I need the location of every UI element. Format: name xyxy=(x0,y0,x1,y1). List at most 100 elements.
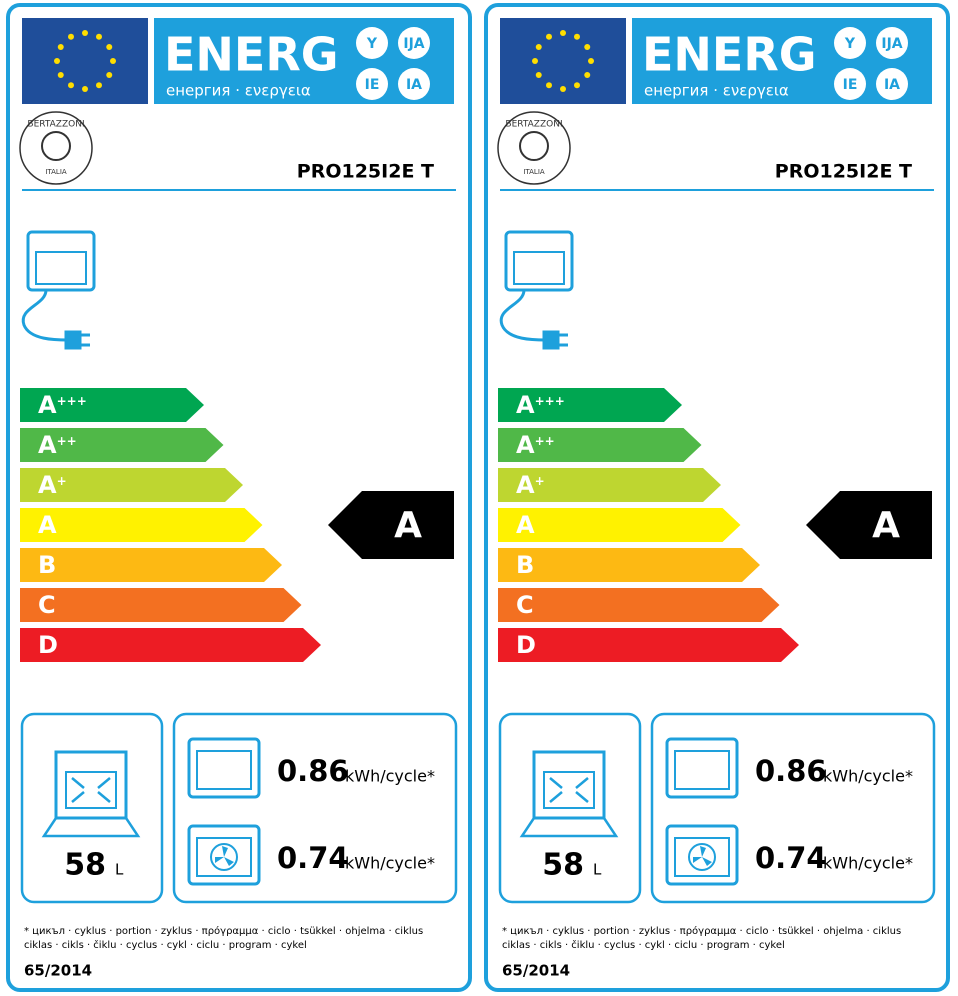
flag-star xyxy=(560,30,566,36)
brand-sub: ITALIA xyxy=(45,168,67,176)
flag-star xyxy=(535,72,542,78)
oven-icon xyxy=(504,230,574,292)
class-sup: + xyxy=(535,474,545,488)
class-letter: A xyxy=(516,511,535,539)
flag-star xyxy=(106,44,113,50)
flag-star xyxy=(96,82,102,89)
volume-unit: L xyxy=(115,861,124,879)
energy-subtitle: енергия · ενεργεια xyxy=(644,82,789,100)
class-label: B xyxy=(516,551,534,579)
language-bubble xyxy=(876,68,908,100)
brand-sub: ITALIA xyxy=(523,168,545,176)
fan-icon xyxy=(688,843,716,871)
volume-value: 58 xyxy=(542,848,584,883)
regulation: 65/2014 xyxy=(24,962,92,980)
class-letter: A xyxy=(38,391,57,419)
flag-star xyxy=(535,44,542,50)
oven-icon xyxy=(543,771,595,809)
flag-star xyxy=(574,33,580,40)
class-sup: +++ xyxy=(57,394,87,408)
fan-unit: kWh/cycle* xyxy=(823,854,913,873)
flag-star xyxy=(68,33,74,40)
footnote: * цикъл · cyklus · portion · zyklus · πρ… xyxy=(24,925,423,937)
brand-logo xyxy=(41,131,71,161)
regulation: 65/2014 xyxy=(502,962,570,980)
class-label: A xyxy=(516,511,535,539)
class-label: C xyxy=(516,591,534,619)
class-arrow xyxy=(498,428,702,462)
oven-icon xyxy=(532,750,606,820)
footnote: ciklas · cikls · čiklu · cyclus · cykl ·… xyxy=(502,939,785,951)
class-label: C xyxy=(38,591,56,619)
oven-icon xyxy=(187,737,261,799)
language-code: IA xyxy=(884,77,900,93)
brand-logo xyxy=(519,131,549,161)
model-number: PRO125I2E T xyxy=(775,161,912,183)
class-arrow xyxy=(498,468,721,502)
oven-icon xyxy=(519,777,619,838)
class-arrow xyxy=(498,628,799,662)
flag-star xyxy=(584,44,591,50)
flag-star xyxy=(68,82,74,89)
brand-name: BERTAZZONI xyxy=(27,120,84,130)
fan-icon xyxy=(210,843,238,871)
language-code: IE xyxy=(843,77,858,93)
flag-star xyxy=(57,44,64,50)
flag-star xyxy=(584,72,591,78)
volume-box xyxy=(498,712,642,904)
fan-value: 0.74 xyxy=(277,841,349,875)
fan-icon xyxy=(693,846,712,866)
conventional-unit: kWh/cycle* xyxy=(345,767,435,786)
oven-icon xyxy=(674,750,730,790)
class-letter: A xyxy=(516,431,535,459)
class-arrow xyxy=(498,508,741,542)
language-bubble xyxy=(398,68,430,100)
class-label: A++ xyxy=(516,431,555,459)
class-arrow xyxy=(20,508,263,542)
language-code: IJA xyxy=(403,36,424,52)
language-bubble xyxy=(834,68,866,100)
oven-icon xyxy=(674,837,730,877)
class-arrow xyxy=(20,428,224,462)
language-code: IE xyxy=(365,77,380,93)
flag-star xyxy=(82,30,88,36)
class-sup: ++ xyxy=(57,434,77,448)
conventional-value: 0.86 xyxy=(277,754,349,788)
oven-icon xyxy=(65,771,117,809)
class-letter: B xyxy=(38,551,56,579)
oven-icon xyxy=(665,824,739,886)
fan-value: 0.74 xyxy=(755,841,827,875)
footnote: ciklas · cikls · čiklu · cyclus · cykl ·… xyxy=(24,939,307,951)
flag-star xyxy=(82,86,88,92)
flag-star xyxy=(546,82,552,89)
flag-star xyxy=(96,33,102,40)
class-letter: A xyxy=(516,391,535,419)
brand-logo xyxy=(19,111,93,185)
class-label: A+++ xyxy=(516,391,565,419)
label-border xyxy=(484,3,950,992)
language-bubble xyxy=(398,27,430,59)
energy-title: ENERG xyxy=(642,28,817,82)
language-bubble xyxy=(834,27,866,59)
class-letter: A xyxy=(38,471,57,499)
rating: A xyxy=(394,505,422,546)
conventional-value: 0.86 xyxy=(755,754,827,788)
brand-logo xyxy=(497,111,571,185)
flag-star xyxy=(560,86,566,92)
class-letter: D xyxy=(516,631,536,659)
flag-star xyxy=(532,58,538,64)
class-arrow xyxy=(498,548,760,582)
fan-icon xyxy=(215,846,234,866)
language-code: Y xyxy=(366,36,378,52)
energy-title: ENERG xyxy=(164,28,339,82)
oven-icon xyxy=(665,737,739,799)
flag-star xyxy=(588,58,594,64)
class-letter: D xyxy=(38,631,58,659)
class-sup: + xyxy=(57,474,67,488)
conventional-unit: kWh/cycle* xyxy=(823,767,913,786)
oven-icon xyxy=(513,251,565,285)
cable-icon xyxy=(499,289,547,342)
